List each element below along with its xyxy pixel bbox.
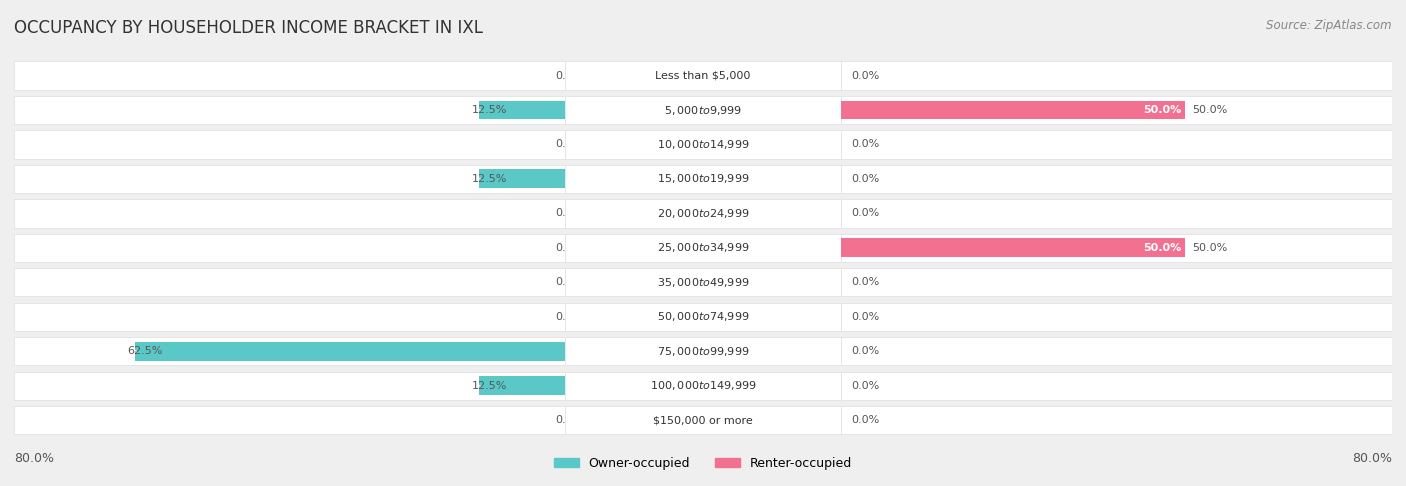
Text: 0.0%: 0.0%	[851, 381, 879, 391]
Text: 0.0%: 0.0%	[851, 139, 879, 150]
Text: 12.5%: 12.5%	[472, 105, 508, 115]
Text: $75,000 to $99,999: $75,000 to $99,999	[657, 345, 749, 358]
Bar	[841, 406, 1392, 434]
Text: 50.0%: 50.0%	[1143, 105, 1182, 115]
Text: $100,000 to $149,999: $100,000 to $149,999	[650, 379, 756, 392]
Bar	[14, 61, 565, 90]
Text: 0.0%: 0.0%	[555, 139, 583, 150]
Legend: Owner-occupied, Renter-occupied: Owner-occupied, Renter-occupied	[548, 452, 858, 475]
Text: 62.5%: 62.5%	[128, 346, 163, 356]
Bar	[841, 199, 1392, 227]
Text: $50,000 to $74,999: $50,000 to $74,999	[657, 310, 749, 323]
Text: 80.0%: 80.0%	[14, 452, 53, 465]
Text: 0.0%: 0.0%	[555, 243, 583, 253]
Bar	[479, 376, 565, 395]
Text: 12.5%: 12.5%	[472, 381, 508, 391]
Bar	[14, 303, 565, 331]
Bar	[565, 130, 841, 158]
Text: 0.0%: 0.0%	[851, 70, 879, 81]
Text: 0.0%: 0.0%	[555, 70, 583, 81]
Bar	[14, 199, 565, 227]
Text: 0.0%: 0.0%	[555, 415, 583, 425]
Bar	[14, 337, 565, 365]
Bar	[565, 234, 841, 262]
Text: 12.5%: 12.5%	[444, 381, 482, 391]
Text: 12.5%: 12.5%	[444, 105, 482, 115]
Bar	[841, 61, 1392, 90]
Text: 0.0%: 0.0%	[851, 346, 879, 356]
Text: 0.0%: 0.0%	[555, 208, 583, 218]
Text: 0.0%: 0.0%	[851, 208, 879, 218]
Bar	[841, 303, 1392, 331]
Text: OCCUPANCY BY HOUSEHOLDER INCOME BRACKET IN IXL: OCCUPANCY BY HOUSEHOLDER INCOME BRACKET …	[14, 19, 484, 37]
Bar	[841, 165, 1392, 193]
Bar	[565, 337, 841, 365]
Bar	[14, 234, 565, 262]
Bar	[14, 372, 565, 400]
Bar	[565, 268, 841, 296]
Text: 12.5%: 12.5%	[472, 174, 508, 184]
Bar	[565, 165, 841, 193]
Text: 12.5%: 12.5%	[444, 174, 482, 184]
Bar	[565, 61, 841, 90]
Text: $20,000 to $24,999: $20,000 to $24,999	[657, 207, 749, 220]
Text: 0.0%: 0.0%	[555, 312, 583, 322]
Bar	[135, 342, 565, 361]
Bar	[565, 199, 841, 227]
Bar	[14, 96, 565, 124]
Text: 0.0%: 0.0%	[851, 174, 879, 184]
Text: Source: ZipAtlas.com: Source: ZipAtlas.com	[1267, 19, 1392, 33]
Bar	[565, 96, 841, 124]
Bar	[14, 165, 565, 193]
Bar	[14, 268, 565, 296]
Bar	[841, 268, 1392, 296]
Text: $35,000 to $49,999: $35,000 to $49,999	[657, 276, 749, 289]
Bar	[565, 303, 841, 331]
Text: $10,000 to $14,999: $10,000 to $14,999	[657, 138, 749, 151]
Text: $15,000 to $19,999: $15,000 to $19,999	[657, 173, 749, 186]
Text: $5,000 to $9,999: $5,000 to $9,999	[664, 104, 742, 117]
Bar	[841, 130, 1392, 158]
Text: 62.5%: 62.5%	[100, 346, 138, 356]
Bar	[565, 406, 841, 434]
Text: 0.0%: 0.0%	[555, 278, 583, 287]
Text: 80.0%: 80.0%	[1353, 452, 1392, 465]
Text: 0.0%: 0.0%	[851, 312, 879, 322]
Bar	[841, 337, 1392, 365]
Bar	[14, 130, 565, 158]
Bar	[565, 372, 841, 400]
Text: 0.0%: 0.0%	[851, 415, 879, 425]
Bar	[841, 234, 1392, 262]
Bar	[841, 101, 1185, 120]
Text: Less than $5,000: Less than $5,000	[655, 70, 751, 81]
Text: 0.0%: 0.0%	[851, 278, 879, 287]
Text: 50.0%: 50.0%	[1192, 105, 1227, 115]
Text: 50.0%: 50.0%	[1192, 243, 1227, 253]
Text: 50.0%: 50.0%	[1143, 243, 1182, 253]
Bar	[479, 101, 565, 120]
Bar	[841, 96, 1392, 124]
Bar	[841, 372, 1392, 400]
Text: $25,000 to $34,999: $25,000 to $34,999	[657, 242, 749, 254]
Bar	[841, 239, 1185, 258]
Bar	[14, 406, 565, 434]
Text: $150,000 or more: $150,000 or more	[654, 415, 752, 425]
Bar	[479, 170, 565, 189]
